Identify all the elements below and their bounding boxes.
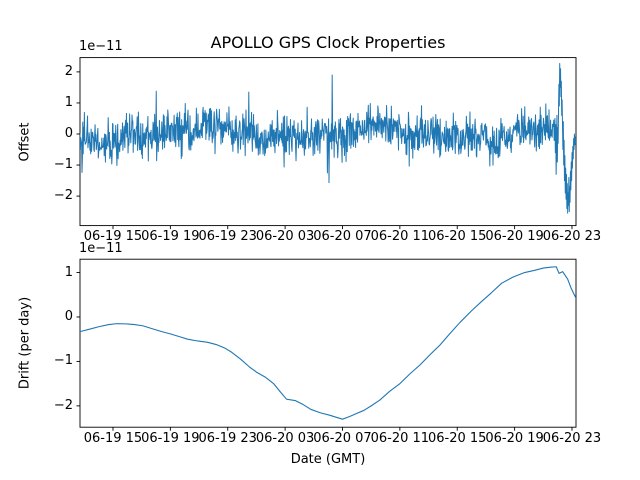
y-tick-label: 1 (64, 94, 73, 110)
bottom-axis-scale-exponent: 1e−11 (79, 241, 123, 256)
y-tick-label: −1 (53, 353, 73, 369)
y-tick-label: −2 (53, 188, 73, 204)
y-tick-label: 1 (64, 264, 73, 280)
x-tick-label: 06-20 23 (542, 430, 602, 446)
clock-offset-noise-line (80, 63, 576, 214)
x-axis-label: Date (GMT) (290, 452, 366, 467)
top-y-axis-label: Offset (17, 122, 33, 162)
clock-drift-line (80, 266, 576, 420)
x-tick-label: 06-20 03 (255, 430, 315, 446)
x-tick-label: 06-20 15 (428, 430, 487, 446)
bottom-y-axis-label: Drift (per day) (17, 296, 33, 390)
x-tick-label: 06-20 23 (542, 229, 602, 245)
x-tick-label: 06-20 19 (485, 430, 544, 446)
y-tick-label: 2 (64, 63, 73, 79)
x-tick-label: 06-20 11 (370, 430, 430, 446)
x-tick-label: 06-19 23 (198, 229, 257, 245)
y-tick-label: 0 (64, 308, 73, 324)
y-tick-label: −1 (53, 157, 73, 173)
x-tick-label: 06-19 19 (141, 229, 200, 245)
y-tick-label: −2 (53, 397, 73, 413)
x-tick-label: 06-20 11 (370, 229, 430, 245)
x-tick-label: 06-19 19 (141, 430, 200, 446)
x-tick-label: 06-19 23 (198, 430, 257, 446)
x-tick-label: 06-20 15 (428, 229, 487, 245)
x-tick-label: 06-20 07 (313, 229, 372, 245)
chart-title: APOLLO GPS Clock Properties (210, 33, 446, 52)
y-tick-label: 0 (64, 125, 73, 141)
x-tick-label: 06-19 15 (83, 229, 143, 245)
axes-frame (79, 258, 577, 428)
x-tick-label: 06-20 03 (255, 229, 315, 245)
top-axis-scale-exponent: 1e−11 (79, 39, 123, 54)
x-tick-label: 06-20 19 (485, 229, 544, 245)
x-tick-label: 06-20 07 (313, 430, 372, 446)
x-tick-label: 06-19 15 (83, 430, 143, 446)
